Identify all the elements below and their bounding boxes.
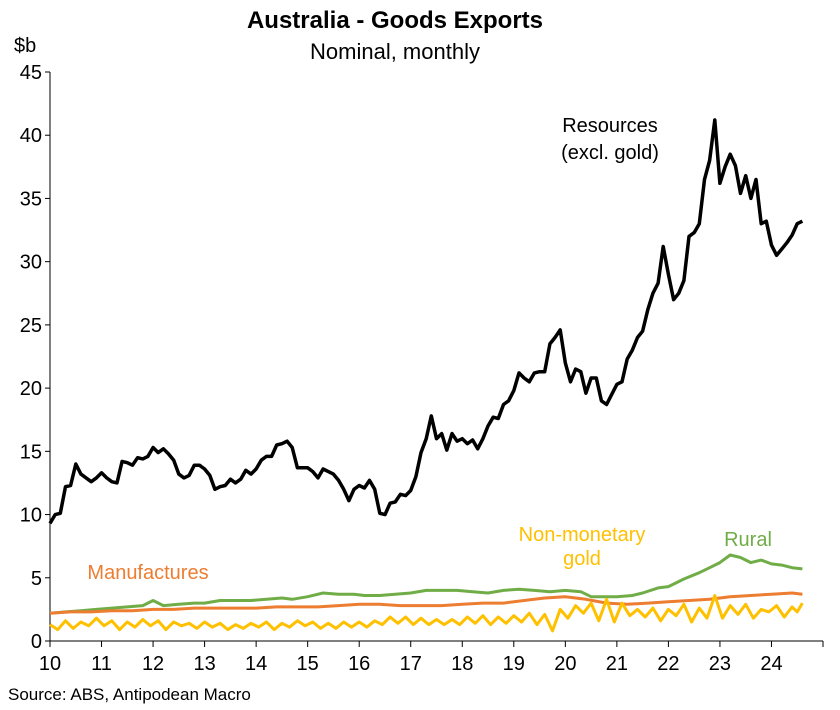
- series-line-non-monetary-gold: [49, 594, 804, 633]
- x-tick-label: 18: [451, 653, 473, 675]
- series-label-non-monetary-gold: gold: [563, 548, 601, 570]
- y-tick-label: 30: [20, 252, 42, 274]
- y-tick-label: 10: [20, 505, 42, 527]
- series-label-non-monetary-gold: Non-monetary: [519, 524, 646, 546]
- series-line-manufactures: [49, 591, 803, 615]
- plot-area: 0 5 10 15 20 25 30 35 40 45 10 11 12 13 14 15 16 17 18 19 20…: [20, 62, 824, 675]
- x-tick-label: 10: [39, 653, 61, 675]
- x-tick-label: 11: [91, 653, 112, 675]
- x-tick-label: 14: [245, 653, 267, 675]
- series-label-resources-excl-gold: Resources: [562, 115, 658, 137]
- x-tick-label: 17: [400, 653, 422, 675]
- y-tick-label: 35: [20, 188, 42, 210]
- x-tick-label: 19: [503, 653, 525, 675]
- x-tick-label: 13: [193, 653, 215, 675]
- y-tick-label: 40: [20, 125, 42, 147]
- series-label-manufactures: Manufactures: [87, 562, 208, 584]
- x-tick-label: 20: [554, 653, 576, 675]
- x-tick-label: 12: [142, 653, 164, 675]
- y-tick-label: 20: [20, 378, 42, 400]
- series-label-rural: Rural: [724, 529, 772, 551]
- x-tick-label: 22: [657, 653, 679, 675]
- y-tick-label: 25: [20, 315, 42, 337]
- series-line-resources-excl-gold: [48, 118, 804, 525]
- x-tick-label: 16: [348, 653, 370, 675]
- source-note: Source: ABS, Antipodean Macro: [8, 685, 251, 704]
- chart-title: Australia - Goods Exports: [247, 7, 543, 34]
- x-tick-label: 23: [709, 653, 731, 675]
- chart-subtitle: Nominal, monthly: [310, 39, 480, 64]
- x-tick-label: 21: [606, 653, 628, 675]
- x-tick-label: 15: [297, 653, 319, 675]
- x-tick-label: 24: [760, 653, 782, 675]
- y-tick-label: 45: [20, 62, 42, 84]
- y-axis-unit-label: $b: [14, 35, 36, 57]
- y-tick-label: 0: [31, 631, 42, 653]
- series-label-resources-excl-gold: (excl. gold): [561, 142, 659, 164]
- series-line-rural: [49, 553, 803, 615]
- y-tick-label: 5: [31, 568, 42, 590]
- y-tick-label: 15: [20, 441, 42, 463]
